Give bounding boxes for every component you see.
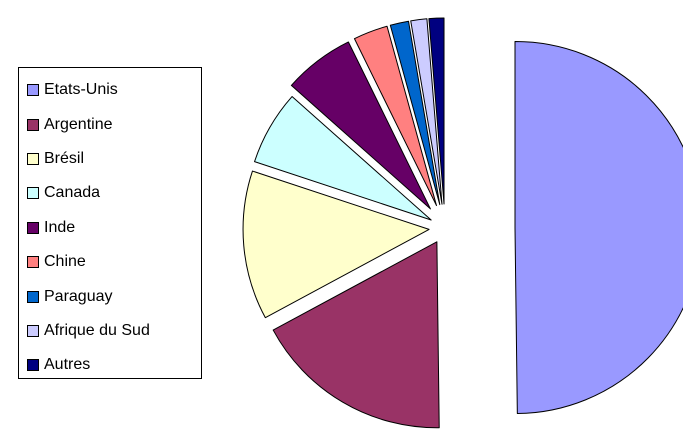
legend-swatch — [27, 324, 39, 337]
legend-swatch — [27, 359, 39, 372]
legend-item-inde: Inde — [19, 211, 201, 245]
legend-label: Argentine — [44, 115, 113, 133]
pie-slices — [242, 17, 683, 429]
legend-label: Etats-Unis — [44, 81, 118, 99]
pie-slice-afrique-du-sud — [410, 18, 443, 205]
legend-item-afrique-du-sud: Afrique du Sud — [19, 314, 201, 348]
pie-slice-inde — [290, 41, 431, 210]
pie-slice-argentine — [272, 241, 440, 429]
legend-swatch — [27, 187, 39, 200]
legend-swatch — [27, 290, 39, 303]
legend-swatch — [27, 84, 39, 97]
legend-item-canada: Canada — [19, 176, 201, 210]
legend-label: Inde — [44, 218, 76, 236]
legend-label: Autres — [44, 356, 91, 374]
legend-item-chine: Chine — [19, 245, 201, 279]
legend-label: Afrique du Sud — [44, 321, 150, 339]
legend-swatch — [27, 118, 39, 131]
legend-item-autres: Autres — [19, 348, 201, 382]
legend-swatch — [27, 256, 39, 269]
legend-label: Canada — [44, 184, 101, 202]
legend-item-argentine: Argentine — [19, 107, 201, 141]
pie-slice-paraguay — [389, 20, 441, 206]
legend-item-paraguay: Paraguay — [19, 279, 201, 313]
pie-slice-chine — [353, 25, 437, 207]
legend-item-bresil: Brésil — [19, 142, 201, 176]
pie-slice-bresil — [242, 170, 430, 319]
pie-slice-etats-unis — [514, 41, 683, 415]
legend-item-etats-unis: Etats-Unis — [19, 73, 201, 107]
legend-label: Paraguay — [44, 287, 113, 305]
legend-label: Chine — [44, 253, 86, 271]
pie-slice-canada — [254, 96, 432, 221]
pie-slice-autres — [428, 17, 445, 205]
legend-swatch — [27, 152, 39, 165]
legend-label: Brésil — [44, 149, 85, 167]
legend: Etats-Unis Argentine Brésil Canada Inde … — [18, 67, 202, 379]
legend-swatch — [27, 221, 39, 234]
